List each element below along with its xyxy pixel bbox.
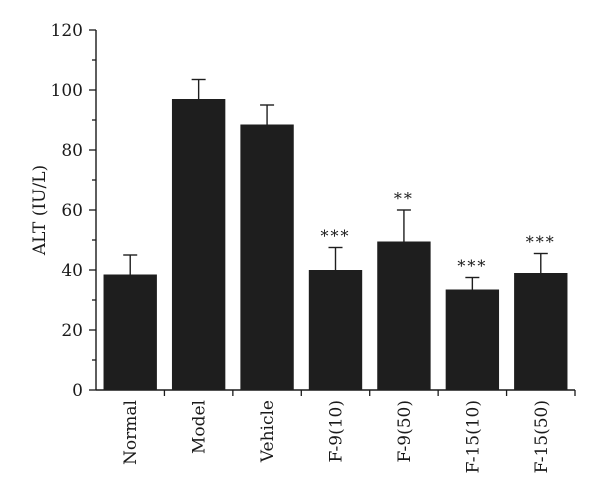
x-axis: Normal Model Vehicle F-9(10) F-9(50) F-15(10)… bbox=[96, 389, 576, 473]
significance-marker: ** bbox=[394, 189, 414, 208]
x-tick-label: F-9(50) bbox=[395, 400, 415, 463]
y-tick-label: 100 bbox=[51, 81, 83, 101]
y-tick-label: 60 bbox=[61, 201, 83, 221]
bar-f-9-10 bbox=[308, 270, 363, 390]
x-tick-label: Normal bbox=[121, 400, 141, 465]
bar-f-15-10 bbox=[445, 289, 500, 390]
y-axis-title: ALT (IU/L) bbox=[30, 165, 50, 256]
y-tick-label: 80 bbox=[61, 141, 83, 161]
x-tick-label: Vehicle bbox=[258, 400, 278, 463]
bar-f-15-50 bbox=[514, 273, 568, 390]
y-tick-label: 0 bbox=[72, 381, 83, 401]
bar-normal bbox=[103, 274, 157, 390]
bar-f-9-50 bbox=[377, 241, 431, 390]
significance-marker: *** bbox=[321, 227, 351, 246]
significance-marker: *** bbox=[457, 257, 487, 276]
bars: *********** bbox=[103, 78, 568, 390]
y-tick-label: 40 bbox=[61, 261, 83, 281]
bar-vehicle bbox=[240, 124, 294, 390]
y-axis: 0 20 40 60 80 100 120 bbox=[51, 21, 97, 401]
y-tick-label: 120 bbox=[51, 21, 83, 41]
x-tick-label: Model bbox=[190, 400, 210, 454]
x-tick-label: F-15(50) bbox=[532, 400, 552, 473]
x-tick-label: F-9(10) bbox=[327, 400, 347, 463]
bar-model bbox=[171, 99, 226, 390]
significance-marker: *** bbox=[526, 233, 556, 252]
y-tick-label: 20 bbox=[61, 321, 83, 341]
x-tick-label: F-15(10) bbox=[463, 400, 483, 473]
